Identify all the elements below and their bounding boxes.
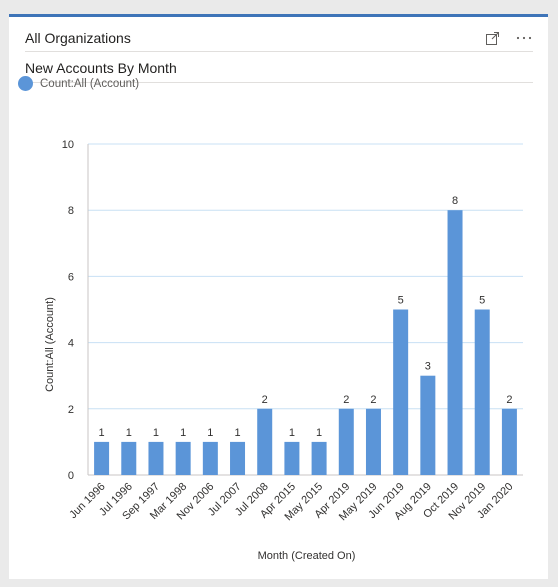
data-label: 1 (289, 427, 295, 439)
card-header: All Organizations (25, 25, 533, 52)
y-tick-label: 0 (68, 470, 74, 482)
data-label: 1 (207, 427, 213, 439)
y-tick-label: 2 (68, 404, 74, 416)
chart-legend[interactable]: Count:All (Account) (18, 76, 139, 91)
bar[interactable] (474, 309, 490, 476)
data-label: 8 (452, 195, 458, 207)
data-label: 5 (479, 295, 485, 307)
bar[interactable] (94, 441, 110, 475)
bar[interactable] (338, 408, 354, 475)
data-label: 2 (506, 394, 512, 406)
bar[interactable] (393, 309, 409, 476)
data-label: 1 (234, 427, 240, 439)
bar[interactable] (148, 441, 164, 475)
bar[interactable] (420, 375, 436, 475)
bar[interactable] (447, 210, 463, 475)
legend-label: Count:All (Account) (40, 77, 140, 90)
data-label: 1 (126, 427, 132, 439)
data-label: 3 (425, 361, 431, 373)
data-label: 1 (180, 427, 186, 439)
more-options-icon[interactable] (515, 29, 533, 47)
bar[interactable] (202, 441, 218, 475)
expand-icon[interactable] (483, 29, 501, 47)
view-title: All Organizations (25, 30, 131, 46)
header-actions (483, 29, 533, 47)
legend-swatch (18, 76, 33, 91)
bar[interactable] (230, 441, 246, 475)
bar[interactable] (121, 441, 137, 475)
y-axis-title: Count:All (Account) (44, 297, 56, 392)
y-tick-label: 8 (68, 205, 74, 217)
bar[interactable] (501, 408, 517, 475)
data-label: 1 (153, 427, 159, 439)
y-tick-label: 10 (62, 139, 74, 151)
y-tick-label: 4 (68, 338, 74, 350)
chart-title: New Accounts By Month (25, 54, 533, 83)
data-label: 2 (370, 394, 376, 406)
bar[interactable] (365, 408, 381, 475)
bar[interactable] (284, 441, 300, 475)
x-axis-title: Month (Created On) (258, 550, 356, 562)
data-label: 2 (262, 394, 268, 406)
data-label: 1 (316, 427, 322, 439)
data-label: 1 (99, 427, 105, 439)
bar[interactable] (175, 441, 191, 475)
bar[interactable] (257, 408, 273, 475)
y-tick-label: 6 (68, 271, 74, 283)
bar[interactable] (311, 441, 327, 475)
data-label: 2 (343, 394, 349, 406)
data-label: 5 (398, 295, 404, 307)
